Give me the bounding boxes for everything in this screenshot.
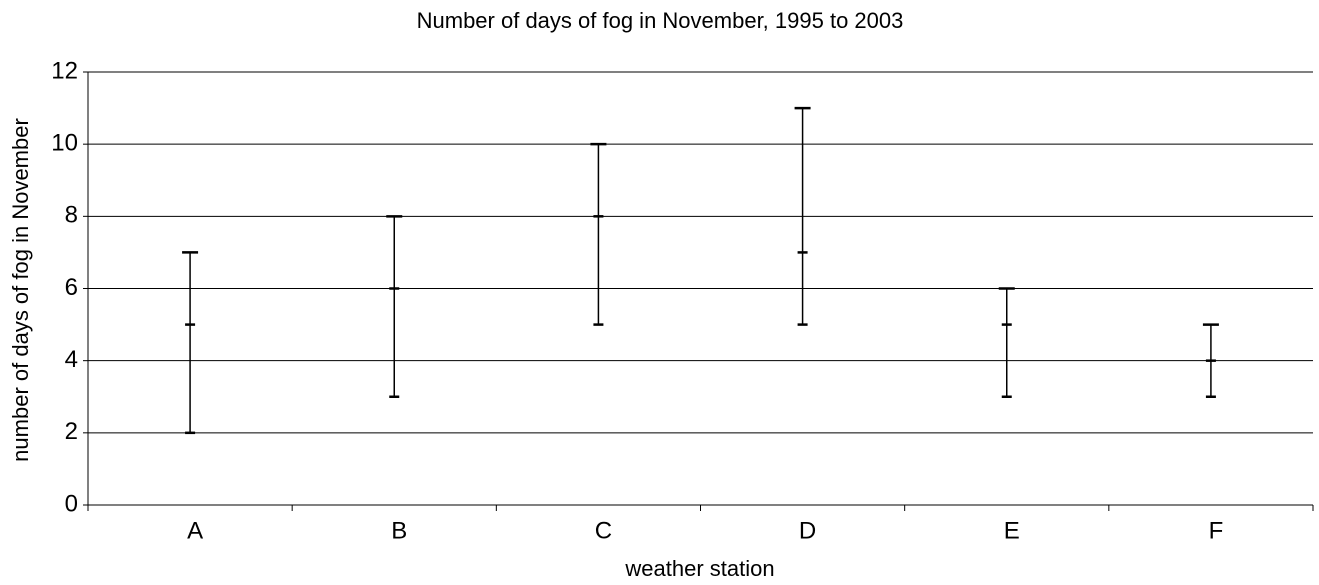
x-axis-label: weather station: [624, 556, 774, 581]
x-tick-label: C: [595, 517, 612, 544]
y-tick-label: 10: [51, 130, 78, 157]
y-tick-label: 2: [65, 418, 78, 445]
y-tick-label: 4: [65, 346, 78, 373]
y-tick-label: 6: [65, 274, 78, 301]
x-tick-label: D: [799, 517, 816, 544]
y-tick-label: 0: [65, 490, 78, 517]
x-tick-label: A: [187, 517, 203, 544]
x-tick-label: F: [1209, 517, 1224, 544]
y-tick-label: 12: [51, 57, 78, 84]
x-tick-label: E: [1004, 517, 1020, 544]
x-tick-label: B: [391, 517, 407, 544]
chart-title: Number of days of fog in November, 1995 …: [417, 8, 904, 33]
y-tick-label: 8: [65, 202, 78, 229]
y-axis-label: number of days of fog in November: [8, 118, 33, 462]
